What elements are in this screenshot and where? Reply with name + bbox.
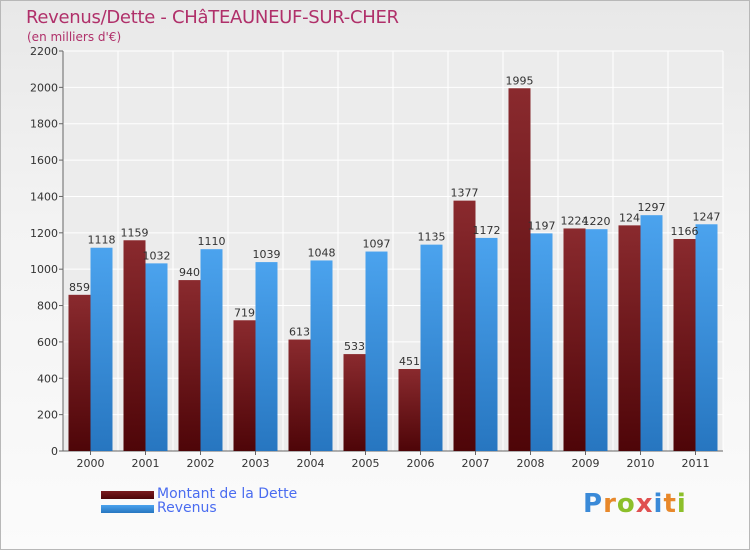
logo-letter: t	[663, 489, 677, 519]
x-tick-label: 2005	[352, 457, 380, 470]
bar-revenus	[420, 244, 443, 451]
data-label-dette: 1995	[506, 74, 534, 87]
bar-revenus	[475, 237, 498, 451]
data-label-revenus: 1097	[363, 238, 391, 251]
bar-revenus	[530, 233, 553, 451]
data-label-revenus: 1172	[473, 224, 501, 237]
bar-dette	[343, 354, 366, 451]
bar-revenus	[640, 215, 663, 451]
legend-swatch-debt	[101, 491, 154, 499]
data-label-revenus: 1118	[88, 234, 116, 247]
bar-revenus	[90, 247, 113, 451]
bar-revenus	[200, 249, 223, 451]
bar-dette	[288, 339, 311, 451]
y-tick-label: 1800	[30, 118, 58, 131]
y-tick-label: 0	[51, 445, 58, 458]
data-label-dette: 1224	[561, 214, 589, 227]
chart-subtitle: (en milliers d'€)	[27, 30, 122, 44]
bar-revenus	[255, 262, 278, 451]
data-label-dette: 1159	[121, 226, 149, 239]
x-tick-label: 2011	[682, 457, 710, 470]
bar-dette	[123, 240, 146, 451]
data-label-revenus: 1220	[583, 215, 611, 228]
legend-label-revenus: Revenus	[157, 500, 217, 516]
y-tick-label: 1000	[30, 263, 58, 276]
data-label-revenus: 1247	[693, 210, 721, 223]
legend-label-debt: Montant de la Dette	[157, 486, 298, 502]
bar-dette	[508, 88, 531, 451]
y-tick-label: 800	[37, 300, 58, 313]
y-tick-label: 600	[37, 336, 58, 349]
data-label-revenus: 1297	[638, 201, 666, 214]
legend-swatch-revenus	[101, 505, 154, 513]
bar-dette	[68, 294, 91, 451]
bar-dette	[233, 320, 256, 451]
data-label-dette: 859	[69, 281, 90, 294]
logo-letter: x	[635, 489, 654, 519]
data-label-dette: 940	[179, 266, 200, 279]
data-label-dette: 124	[619, 211, 640, 224]
data-label-dette: 451	[399, 355, 420, 368]
logo-letter: P	[583, 489, 604, 519]
data-label-dette: 1166	[671, 225, 699, 238]
data-label-revenus: 1048	[308, 246, 336, 259]
logo-letter: o	[616, 489, 636, 519]
data-label-dette: 613	[289, 326, 310, 339]
y-tick-label: 400	[37, 372, 58, 385]
bar-dette	[453, 200, 476, 451]
y-tick-label: 1200	[30, 227, 58, 240]
y-tick-label: 200	[37, 409, 58, 422]
y-tick-label: 2200	[30, 45, 58, 58]
x-tick-label: 2007	[462, 457, 490, 470]
data-label-revenus: 1039	[253, 248, 281, 261]
data-label-revenus: 1135	[418, 231, 446, 244]
x-tick-label: 2000	[77, 457, 105, 470]
logo-letter: i	[653, 489, 664, 519]
data-label-dette: 719	[234, 306, 255, 319]
data-label-revenus: 1197	[528, 219, 556, 232]
x-tick-label: 2003	[242, 457, 270, 470]
bar-dette	[398, 369, 421, 451]
bar-dette	[618, 225, 641, 451]
y-tick-label: 2000	[30, 81, 58, 94]
data-label-revenus: 1110	[198, 235, 226, 248]
bar-revenus	[310, 260, 333, 451]
data-label-dette: 533	[344, 340, 365, 353]
x-tick-label: 2008	[517, 457, 545, 470]
x-tick-label: 2001	[132, 457, 160, 470]
chart-title: Revenus/Dette - CHâTEAUNEUF-SUR-CHER	[26, 7, 399, 28]
bar-dette	[178, 280, 201, 451]
y-tick-label: 1400	[30, 190, 58, 203]
x-tick-label: 2009	[572, 457, 600, 470]
bar-dette	[563, 228, 586, 451]
bar-revenus	[695, 224, 718, 451]
data-label-dette: 1377	[451, 187, 479, 200]
y-tick-label: 1600	[30, 154, 58, 167]
proxiti-logo[interactable]: Proxiti	[583, 489, 687, 519]
logo-letter: r	[603, 489, 617, 519]
bar-revenus	[585, 229, 608, 451]
x-tick-label: 2006	[407, 457, 435, 470]
data-label-revenus: 1032	[143, 249, 171, 262]
x-tick-label: 2004	[297, 457, 325, 470]
logo-letter: i	[676, 489, 687, 519]
bar-revenus	[365, 251, 388, 451]
bar-dette	[673, 239, 696, 451]
x-tick-label: 2002	[187, 457, 215, 470]
bar-revenus	[145, 263, 168, 451]
x-tick-label: 2010	[627, 457, 655, 470]
